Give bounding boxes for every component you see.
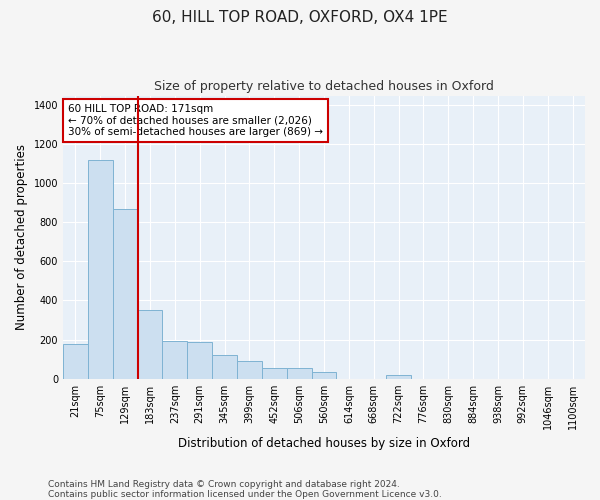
Text: 60 HILL TOP ROAD: 171sqm
← 70% of detached houses are smaller (2,026)
30% of sem: 60 HILL TOP ROAD: 171sqm ← 70% of detach…	[68, 104, 323, 137]
X-axis label: Distribution of detached houses by size in Oxford: Distribution of detached houses by size …	[178, 437, 470, 450]
Bar	[113, 209, 137, 378]
Bar	[262, 368, 287, 378]
Bar	[212, 355, 237, 378]
Text: Contains HM Land Registry data © Crown copyright and database right 2024.
Contai: Contains HM Land Registry data © Crown c…	[48, 480, 442, 499]
Bar	[287, 368, 311, 378]
Bar	[63, 344, 88, 378]
Bar	[137, 310, 163, 378]
Bar	[311, 372, 337, 378]
Bar	[163, 342, 187, 378]
Text: 60, HILL TOP ROAD, OXFORD, OX4 1PE: 60, HILL TOP ROAD, OXFORD, OX4 1PE	[152, 10, 448, 25]
Y-axis label: Number of detached properties: Number of detached properties	[15, 144, 28, 330]
Bar	[187, 342, 212, 378]
Title: Size of property relative to detached houses in Oxford: Size of property relative to detached ho…	[154, 80, 494, 93]
Bar	[386, 374, 411, 378]
Bar	[88, 160, 113, 378]
Bar	[237, 361, 262, 378]
